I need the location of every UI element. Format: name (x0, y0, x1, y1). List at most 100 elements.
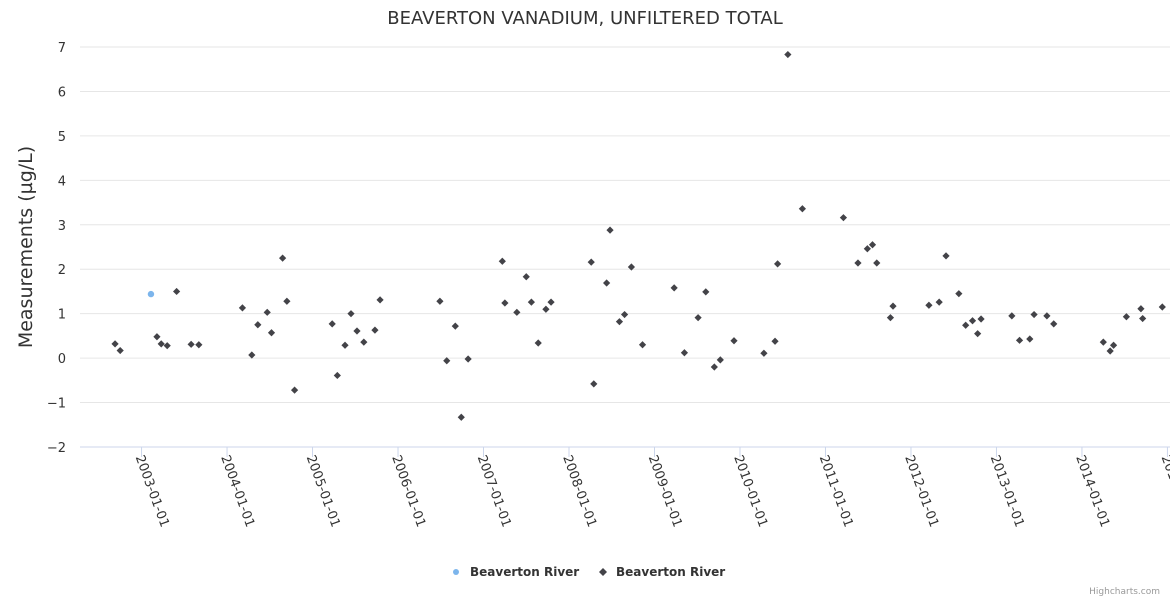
data-point[interactable] (1030, 310, 1038, 319)
data-point[interactable] (328, 320, 336, 328)
data-point[interactable] (1043, 312, 1051, 320)
data-point[interactable] (977, 315, 985, 323)
data-point[interactable] (513, 308, 521, 316)
y-tick-label: −1 (47, 397, 66, 412)
data-point[interactable] (868, 241, 877, 249)
data-point[interactable] (771, 337, 779, 345)
data-point[interactable] (889, 302, 897, 310)
y-tick-label: 2 (58, 263, 66, 278)
data-point[interactable] (873, 259, 881, 267)
data-point[interactable] (962, 321, 970, 329)
data-point[interactable] (1026, 335, 1034, 343)
y-tick-label: 3 (58, 219, 66, 234)
data-point[interactable] (333, 371, 341, 380)
data-point[interactable] (341, 341, 349, 349)
data-point[interactable] (606, 226, 614, 234)
legend-item-2[interactable]: Beaverton River (599, 565, 725, 579)
data-point[interactable] (1015, 336, 1024, 344)
data-point[interactable] (1109, 341, 1118, 349)
data-point[interactable] (710, 363, 718, 371)
data-point[interactable] (522, 273, 530, 281)
data-point[interactable] (501, 299, 509, 307)
data-point[interactable] (702, 288, 710, 296)
legend: Beaverton River Beaverton River (453, 565, 725, 579)
data-point[interactable] (935, 298, 943, 306)
data-point[interactable] (157, 340, 165, 348)
data-point[interactable] (587, 258, 595, 266)
data-point[interactable] (615, 318, 624, 326)
data-point[interactable] (774, 260, 782, 268)
y-axis-ticks: −2 −1 0 1 2 3 4 5 6 7 (47, 41, 66, 456)
data-point[interactable] (238, 304, 247, 312)
data-point[interactable] (267, 329, 276, 337)
data-point[interactable] (263, 308, 271, 316)
data-point[interactable] (1122, 313, 1130, 321)
data-point[interactable] (1158, 303, 1166, 311)
y-tick-label: 6 (58, 85, 66, 100)
data-point[interactable] (173, 287, 181, 296)
data-point[interactable] (854, 259, 862, 267)
legend-item-1[interactable]: Beaverton River (453, 565, 579, 579)
data-point[interactable] (248, 351, 256, 359)
legend-label-1[interactable]: Beaverton River (470, 565, 579, 579)
data-point[interactable] (116, 346, 124, 355)
data-point[interactable] (111, 340, 119, 348)
data-point[interactable] (353, 327, 361, 335)
data-point[interactable] (886, 314, 895, 322)
data-point[interactable] (680, 349, 689, 357)
data-point[interactable] (147, 290, 155, 298)
data-point[interactable] (627, 263, 636, 271)
data-point[interactable] (195, 341, 203, 349)
data-point[interactable] (527, 298, 535, 306)
data-point[interactable] (1137, 305, 1145, 313)
data-point[interactable] (730, 337, 738, 345)
data-point[interactable] (290, 386, 299, 394)
data-point[interactable] (254, 321, 262, 329)
data-point[interactable] (498, 257, 506, 265)
data-point[interactable] (638, 341, 647, 349)
legend-label-2[interactable]: Beaverton River (616, 565, 725, 579)
data-point[interactable] (620, 310, 629, 319)
data-point[interactable] (153, 333, 161, 341)
data-point[interactable] (371, 326, 379, 334)
data-point[interactable] (360, 338, 368, 346)
data-point[interactable] (534, 339, 542, 347)
data-point[interactable] (798, 205, 806, 213)
data-point[interactable] (863, 245, 871, 253)
data-point[interactable] (590, 380, 598, 388)
data-point[interactable] (1106, 347, 1114, 355)
data-point[interactable] (163, 342, 171, 350)
data-point[interactable] (347, 310, 355, 318)
data-point[interactable] (670, 284, 678, 292)
data-point[interactable] (1139, 314, 1147, 323)
data-point[interactable] (603, 279, 611, 287)
data-point[interactable] (1050, 320, 1058, 328)
data-point[interactable] (542, 305, 550, 313)
data-point[interactable] (1008, 312, 1016, 320)
data-point[interactable] (942, 252, 950, 260)
data-point[interactable] (451, 322, 459, 330)
data-point[interactable] (974, 330, 982, 338)
y-tick-label: 5 (58, 130, 66, 145)
data-point[interactable] (547, 298, 555, 306)
data-point[interactable] (694, 314, 702, 322)
data-point[interactable] (839, 214, 848, 222)
data-point[interactable] (279, 254, 287, 262)
data-point[interactable] (1099, 338, 1107, 346)
data-point[interactable] (443, 357, 451, 365)
legend-marker-circle-icon (453, 569, 459, 575)
data-point[interactable] (457, 413, 465, 421)
data-point[interactable] (716, 356, 724, 364)
data-point[interactable] (968, 317, 977, 325)
data-point[interactable] (376, 296, 384, 304)
data-point[interactable] (187, 340, 195, 348)
data-point[interactable] (464, 355, 472, 363)
data-point[interactable] (955, 290, 963, 298)
data-point[interactable] (925, 301, 933, 309)
y-tick-label: 7 (58, 41, 66, 56)
data-point[interactable] (784, 50, 792, 59)
data-point[interactable] (760, 349, 768, 357)
data-point[interactable] (436, 297, 444, 305)
credits-link[interactable]: Highcharts.com (1089, 587, 1160, 597)
data-point[interactable] (283, 297, 291, 305)
